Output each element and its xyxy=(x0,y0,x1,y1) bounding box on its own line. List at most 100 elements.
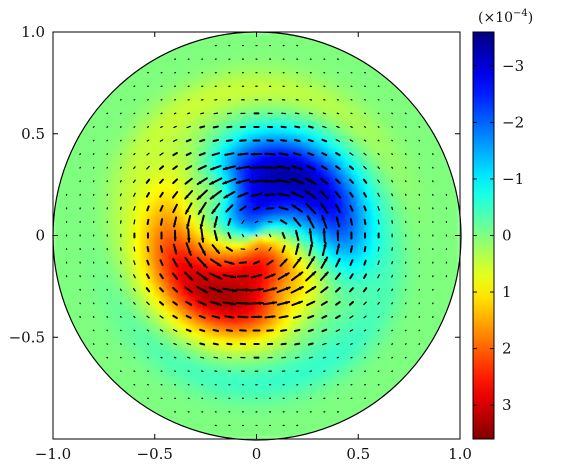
heat-cell xyxy=(140,262,149,270)
heat-cell xyxy=(161,99,169,108)
heat-cell xyxy=(371,235,380,243)
velocity-arrow xyxy=(391,153,394,156)
heat-cell xyxy=(215,377,224,386)
heat-cell xyxy=(384,268,393,277)
heat-cell xyxy=(262,146,271,155)
heat-cell xyxy=(289,99,298,108)
heat-cell xyxy=(235,350,244,359)
heat-cell xyxy=(357,187,366,196)
heat-cell xyxy=(398,296,407,304)
heat-cell xyxy=(99,363,108,372)
velocity-arrow xyxy=(322,342,327,346)
heat-cell xyxy=(425,289,434,298)
heat-cell xyxy=(418,343,427,352)
heat-cell xyxy=(350,316,359,325)
heat-cell xyxy=(140,173,149,182)
heat-cell xyxy=(289,384,298,393)
heat-cell xyxy=(242,350,251,359)
heat-cell xyxy=(147,140,156,148)
heat-cell xyxy=(256,146,264,155)
heat-cell xyxy=(113,194,122,203)
heat-cell xyxy=(113,336,122,345)
heat-cell xyxy=(269,153,278,162)
heat-cell xyxy=(384,336,393,345)
velocity-arrow xyxy=(363,343,367,345)
heat-cell xyxy=(133,323,142,331)
heat-cell xyxy=(357,268,366,277)
heat-cell xyxy=(99,336,108,345)
velocity-arrow xyxy=(263,193,277,197)
heat-cell xyxy=(133,92,142,101)
heat-cell xyxy=(208,391,217,399)
heat-cell xyxy=(154,153,163,162)
heat-cell xyxy=(398,221,407,230)
heat-cell xyxy=(161,275,169,284)
heat-cell xyxy=(242,85,251,94)
heat-cell xyxy=(262,275,271,284)
heat-cell xyxy=(269,58,278,67)
heat-cell xyxy=(357,316,366,325)
heat-cell xyxy=(147,350,156,359)
heat-cell xyxy=(235,51,244,60)
heat-cell xyxy=(405,343,414,352)
velocity-arrow xyxy=(377,329,380,332)
heat-cell xyxy=(188,153,196,162)
heat-cell xyxy=(113,316,122,325)
heat-cell xyxy=(72,194,81,203)
heat-cell xyxy=(432,282,441,291)
heat-cell xyxy=(181,309,190,318)
heat-cell xyxy=(323,336,332,345)
heat-cell xyxy=(235,391,244,399)
heat-cell xyxy=(439,180,447,189)
heat-cell xyxy=(188,397,196,406)
heat-cell xyxy=(99,160,108,169)
heat-cell xyxy=(262,214,271,223)
heat-cell xyxy=(391,343,400,352)
heat-cell xyxy=(194,106,203,114)
heat-cell xyxy=(378,160,386,169)
velocity-arrow xyxy=(146,232,149,239)
heat-cell xyxy=(310,187,319,196)
heat-cell xyxy=(242,146,251,155)
heat-cell xyxy=(296,282,305,291)
heat-cell xyxy=(289,167,298,175)
heat-cell xyxy=(194,370,203,379)
heat-cell xyxy=(127,140,135,148)
heat-cell xyxy=(222,329,230,338)
heat-cell xyxy=(405,309,414,318)
heat-cell xyxy=(79,160,88,169)
heat-cell xyxy=(262,78,271,87)
heat-cell xyxy=(344,302,352,311)
heat-cell xyxy=(106,329,115,338)
heat-cell xyxy=(269,309,278,318)
heat-cell xyxy=(384,296,393,304)
heat-cell xyxy=(201,241,210,250)
velocity-arrow xyxy=(350,343,353,346)
heat-cell xyxy=(215,323,224,331)
heat-cell xyxy=(194,296,203,304)
heat-cell xyxy=(127,302,135,311)
velocity-arrow xyxy=(146,139,150,142)
heat-cell xyxy=(317,424,325,433)
velocity-arrow xyxy=(377,315,380,318)
heat-cell xyxy=(289,424,298,433)
heat-cell xyxy=(93,343,101,352)
heat-cell xyxy=(371,323,380,331)
heat-cell xyxy=(154,194,163,203)
velocity-arrow xyxy=(391,193,394,197)
heat-cell xyxy=(174,363,183,372)
heat-cell xyxy=(317,255,325,264)
heat-cell xyxy=(296,92,305,101)
velocity-arrow xyxy=(172,329,178,332)
heat-cell xyxy=(276,350,285,359)
heat-cell xyxy=(357,167,366,175)
heat-cell xyxy=(303,78,312,87)
velocity-arrow xyxy=(146,301,150,306)
heat-cell xyxy=(256,228,264,236)
heat-cell xyxy=(201,336,210,345)
heat-cell xyxy=(228,336,237,345)
heat-cell xyxy=(106,146,115,155)
heat-cell xyxy=(371,391,380,399)
heat-cell xyxy=(140,126,149,135)
velocity-arrow xyxy=(404,153,407,155)
